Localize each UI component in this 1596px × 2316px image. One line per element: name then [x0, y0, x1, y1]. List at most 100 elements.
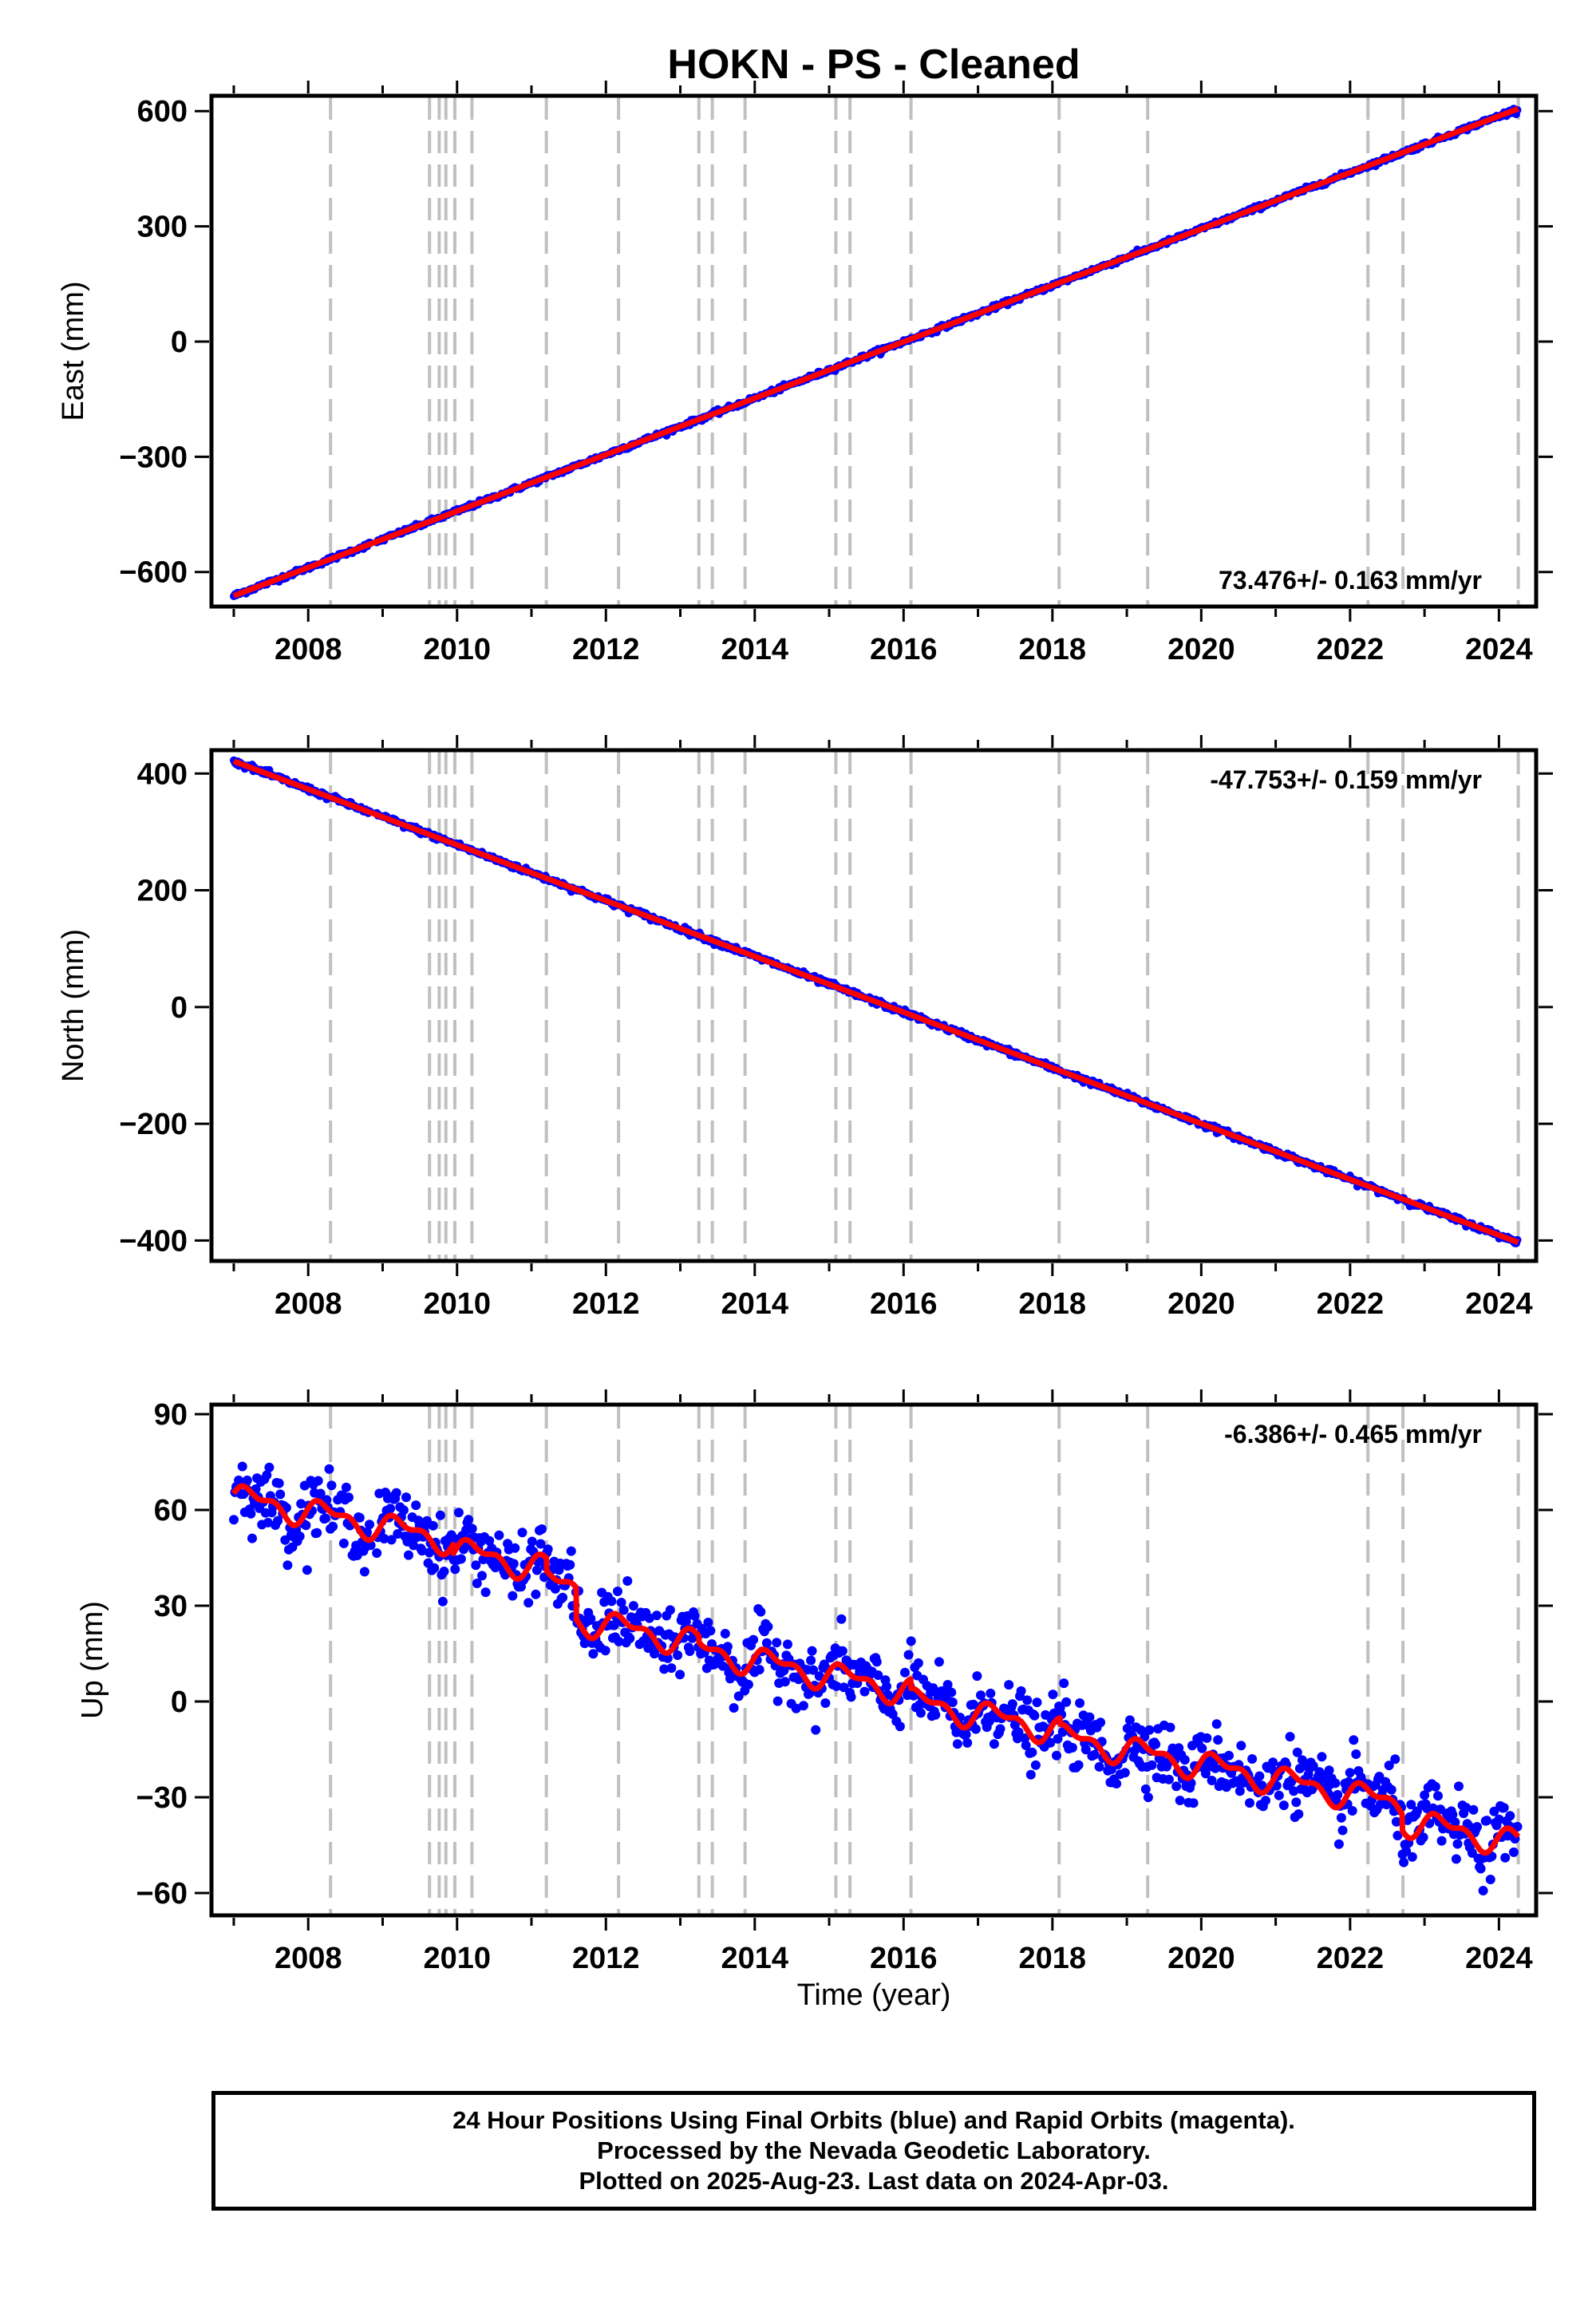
data-point	[517, 1528, 527, 1538]
data-point	[543, 1544, 553, 1555]
data-point	[1022, 1695, 1033, 1705]
model-line-north	[231, 758, 1521, 1245]
data-point	[1030, 1760, 1041, 1770]
rate-label-up: -6.386+/- 0.465 mm/yr	[1224, 1420, 1482, 1448]
data-point	[1291, 1797, 1302, 1808]
data-point	[324, 1464, 334, 1474]
data-point	[1430, 1781, 1440, 1792]
data-point	[558, 1592, 568, 1603]
data-point	[1120, 1768, 1130, 1778]
data-point	[970, 1724, 981, 1734]
data-point	[989, 1739, 999, 1749]
data-point	[995, 1724, 1005, 1734]
data-point	[338, 1538, 349, 1548]
data-point	[531, 1565, 542, 1575]
data-point	[404, 1550, 413, 1560]
data-point	[798, 1701, 808, 1711]
data-point	[665, 1605, 675, 1615]
data-point	[365, 1520, 374, 1530]
data-point	[1247, 1754, 1258, 1764]
data-point	[1261, 1796, 1270, 1806]
data-point	[1268, 1757, 1278, 1768]
data-point	[761, 1638, 772, 1648]
data-point	[1140, 1784, 1151, 1794]
data-point	[510, 1543, 520, 1553]
data-point	[1333, 1839, 1344, 1849]
data-point	[435, 1510, 445, 1520]
data-point	[903, 1650, 914, 1660]
panel-north: 2008 2010 2012 2014 2016 2018 2020 2022 2024 −400…	[57, 735, 1553, 1321]
data-point	[1163, 1774, 1174, 1784]
data-point	[453, 1508, 464, 1518]
data-point	[1254, 1771, 1265, 1781]
data-point	[722, 1642, 733, 1652]
data-point	[729, 1703, 739, 1713]
data-point	[477, 1571, 487, 1581]
data-point	[622, 1576, 633, 1586]
data-point	[320, 1513, 330, 1524]
data-point	[1061, 1697, 1072, 1707]
data-point	[1112, 1779, 1122, 1788]
data-point	[1285, 1732, 1295, 1742]
data-point	[429, 1563, 440, 1573]
y-tick-label: −300	[119, 441, 188, 474]
data-point	[450, 1564, 460, 1575]
data-point	[1027, 1747, 1037, 1757]
data-point	[1094, 1761, 1104, 1772]
data-point	[961, 1729, 971, 1740]
data-point	[807, 1646, 817, 1656]
data-point	[1029, 1710, 1040, 1721]
data-point	[613, 1587, 622, 1596]
data-point	[806, 1655, 816, 1666]
data-point	[523, 1598, 534, 1608]
data-point	[456, 1554, 466, 1564]
data-point	[1337, 1825, 1348, 1836]
data-point	[934, 1657, 944, 1667]
data-point	[294, 1531, 305, 1541]
data-point	[811, 1725, 821, 1735]
data-point	[783, 1639, 792, 1650]
data-point	[550, 1583, 560, 1594]
x-tick-label: 2010	[423, 633, 491, 666]
data-point	[1454, 1781, 1464, 1792]
data-point	[675, 1670, 685, 1680]
data-point	[328, 1521, 338, 1531]
data-point	[1468, 1804, 1479, 1815]
y-tick-label: 0	[171, 326, 188, 359]
data-point	[398, 1505, 409, 1516]
x-tick-label: 2018	[1019, 1942, 1087, 1975]
data-point	[772, 1696, 783, 1706]
panels: 2008 2010 2012 2014 2016 2018 2020 2022 2024−600…	[57, 81, 1553, 1975]
data-point	[1096, 1717, 1106, 1728]
data-point	[531, 1589, 541, 1599]
data-point	[1084, 1712, 1095, 1722]
data-point	[1508, 1847, 1519, 1857]
x-tick-label: 2014	[721, 1287, 789, 1321]
data-point	[537, 1524, 547, 1534]
data-point	[906, 1636, 916, 1646]
data-point	[437, 1596, 448, 1607]
data-point	[566, 1546, 576, 1556]
data-point	[1499, 1803, 1509, 1813]
data-point	[1245, 1798, 1254, 1808]
data-points-up	[229, 1461, 1523, 1895]
data-point	[772, 1638, 782, 1648]
data-point	[756, 1607, 766, 1617]
data-point	[754, 1665, 764, 1675]
data-point	[685, 1646, 695, 1656]
event-lines	[329, 97, 1520, 605]
data-point	[652, 1611, 662, 1621]
data-point	[264, 1462, 275, 1472]
data-point	[837, 1646, 847, 1656]
data-point	[1165, 1722, 1175, 1733]
model-line-east	[231, 106, 1521, 599]
data-point	[666, 1663, 677, 1674]
event-lines	[329, 1406, 1520, 1914]
data-point	[900, 1667, 910, 1678]
y-tick-label: −600	[119, 556, 188, 590]
data-point	[1347, 1806, 1357, 1816]
data-point	[1075, 1698, 1085, 1708]
data-point	[1317, 1752, 1327, 1762]
data-point	[1278, 1800, 1289, 1811]
data-point	[836, 1614, 847, 1624]
